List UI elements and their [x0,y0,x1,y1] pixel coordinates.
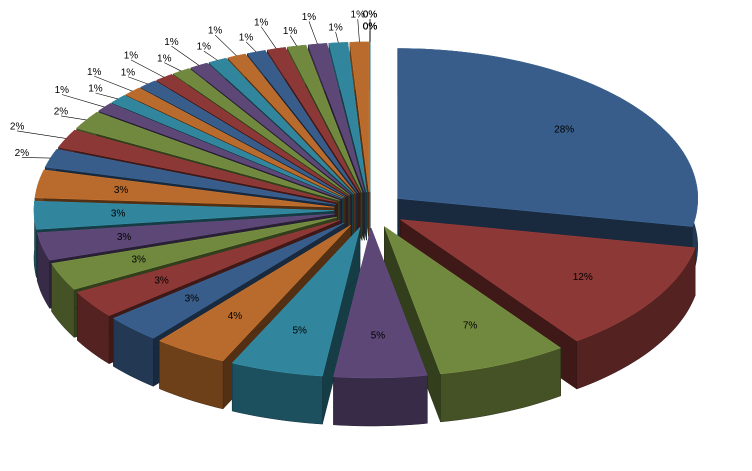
slice-top [76,219,341,316]
slice-top [287,44,363,193]
data-label: 1% [87,67,102,78]
data-label: 28% [554,124,574,135]
slice-top [328,42,367,193]
data-label: 1% [124,51,139,62]
leader-line [164,62,182,72]
data-label: 1% [239,32,254,43]
data-label: 1% [121,67,136,78]
data-label: 3% [117,232,132,243]
slice-top [34,169,335,208]
data-label: 1% [283,26,298,37]
slice-top [44,148,336,205]
slice-top [190,62,352,195]
slice-rim [333,375,428,427]
leader-line [21,157,51,159]
leader-line [203,50,218,61]
leader-line [214,34,237,57]
slice-top [333,227,428,379]
data-label: 1% [164,37,179,48]
data-label: 1% [302,12,317,23]
slice-top [112,222,345,339]
data-label: 1% [197,42,212,53]
leader-line [60,115,87,121]
data-label: 1% [328,22,343,33]
data-label: 2% [54,107,69,118]
data-label: 2% [15,148,30,159]
leader-line [308,21,318,45]
data-label: 3% [154,275,169,286]
slice-top [399,219,696,342]
data-label: 0% [363,10,378,21]
slice-top [58,129,338,203]
data-label: 2% [10,122,25,133]
data-label: 3% [131,255,146,266]
slice-top [140,80,347,197]
slice-top [397,48,698,227]
leader-line [171,45,200,66]
data-label: 1% [254,17,269,28]
slice-top [51,216,338,290]
data-label: 1% [351,10,366,21]
slice-top [383,225,562,375]
data-label: 3% [111,209,126,220]
slice [231,226,361,425]
data-label: 1% [208,26,223,37]
slice-top [158,224,351,362]
slice-top [172,68,350,196]
data-label: 1% [88,84,103,95]
leader-line [127,76,148,85]
slice-top [36,213,335,261]
data-label: 0% [363,10,378,21]
data-label: 7% [463,320,478,331]
slice [333,227,428,427]
slice-top [111,95,344,199]
slice-top [208,57,354,195]
leader-line [289,35,297,47]
leader-line [357,19,360,43]
data-label: 0% [363,22,378,33]
leader-line [61,94,105,108]
leader-line [94,75,133,92]
leader-line [130,59,165,78]
leader-line [95,92,119,100]
leader-line [245,41,257,53]
data-label: 1% [157,53,172,64]
slice-top [156,74,349,197]
data-label: 4% [228,311,243,322]
slice [383,225,562,423]
slice-top [33,200,335,230]
data-label: 5% [371,331,386,342]
leader-line [260,26,277,49]
slice-top [231,226,361,377]
data-label: 12% [573,272,593,283]
leader-line [17,130,67,139]
data-label: 3% [185,294,200,305]
data-label: 1% [55,85,70,96]
data-label: 5% [292,326,307,337]
data-label: 3% [114,185,129,196]
leader-line [335,31,339,43]
